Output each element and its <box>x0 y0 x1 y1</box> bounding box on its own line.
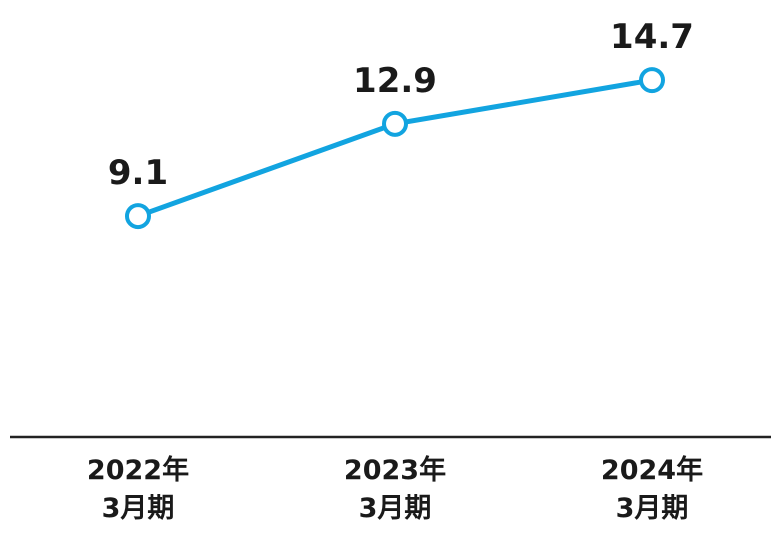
point <box>382 110 408 137</box>
value-label: 9.1 <box>108 153 168 193</box>
point <box>125 203 151 230</box>
x-tick-label: 2023年 3月期 <box>343 455 447 524</box>
value-label: 12.9 <box>353 61 437 101</box>
value-label: 14.7 <box>610 17 694 57</box>
x-tick-label: 2022年 3月期 <box>86 455 190 524</box>
point <box>639 67 665 94</box>
x-tick-label: 2024年 3月期 <box>600 455 704 524</box>
